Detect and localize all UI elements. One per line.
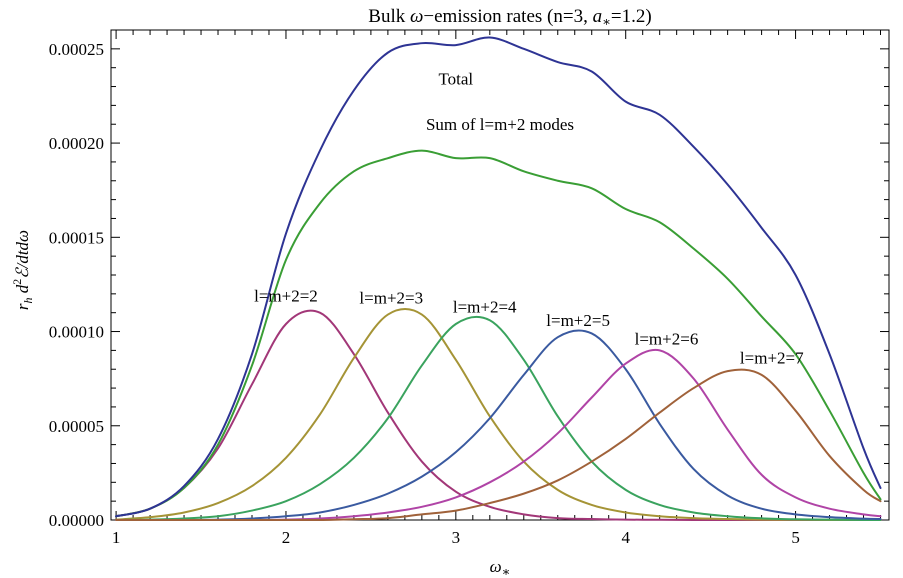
y-axis-label: rh d2ℰ/dtdω — [10, 230, 35, 310]
y-tick-label: 0.00020 — [49, 134, 104, 153]
annotation-label: l=m+2=4 — [453, 298, 517, 317]
y-tick-label: 0.00025 — [49, 40, 104, 59]
y-tick-label: 0.00015 — [49, 228, 104, 247]
x-tick-label: 4 — [621, 528, 630, 547]
annotation-label: l=m+2=7 — [740, 349, 804, 368]
y-tick-label: 0.00000 — [49, 511, 104, 530]
annotation-label: Sum of l=m+2 modes — [426, 115, 574, 134]
x-tick-label: 2 — [282, 528, 291, 547]
x-tick-label: 3 — [452, 528, 461, 547]
y-axis: 0.00000 0.00005 0.00010 0.00015 0.00020 0.000… — [49, 40, 889, 530]
annotation-label: l=m+2=2 — [254, 286, 318, 305]
annotation-label: l=m+2=3 — [359, 288, 423, 307]
annotation-label: l=m+2=6 — [635, 330, 699, 349]
series-line-l-m-2-5 — [115, 329, 882, 522]
x-tick-label: 1 — [112, 528, 121, 547]
series-line-l-m-2-4 — [115, 315, 882, 522]
y-tick-label: 0.00005 — [49, 417, 104, 436]
x-tick-label: 5 — [791, 528, 800, 547]
series-line-l-m-2-2 — [115, 309, 882, 522]
series-line-total — [115, 36, 882, 518]
series-line-l-m-2-3 — [115, 308, 882, 522]
annotation-label: l=m+2=5 — [546, 311, 610, 330]
curve-annotations: Total Sum of l=m+2 modes l=m+2=2 l=m+2=3 l=m… — [254, 70, 804, 368]
series-line-l-m-2-7 — [115, 368, 882, 522]
series-curves — [115, 36, 882, 522]
plot-frame — [110, 29, 890, 521]
y-tick-label: 0.00010 — [49, 323, 104, 342]
annotation-label: Total — [438, 70, 473, 89]
series-line-sum-of-l-m-2-modes — [115, 149, 882, 518]
x-axis: 1 2 3 4 5 — [112, 30, 882, 547]
series-line-l-m-2-6 — [115, 348, 882, 522]
x-axis-label: ω∗ — [490, 557, 511, 578]
chart-title: Bulk ω−emission rates (n=3, a∗=1.2) — [368, 6, 651, 29]
